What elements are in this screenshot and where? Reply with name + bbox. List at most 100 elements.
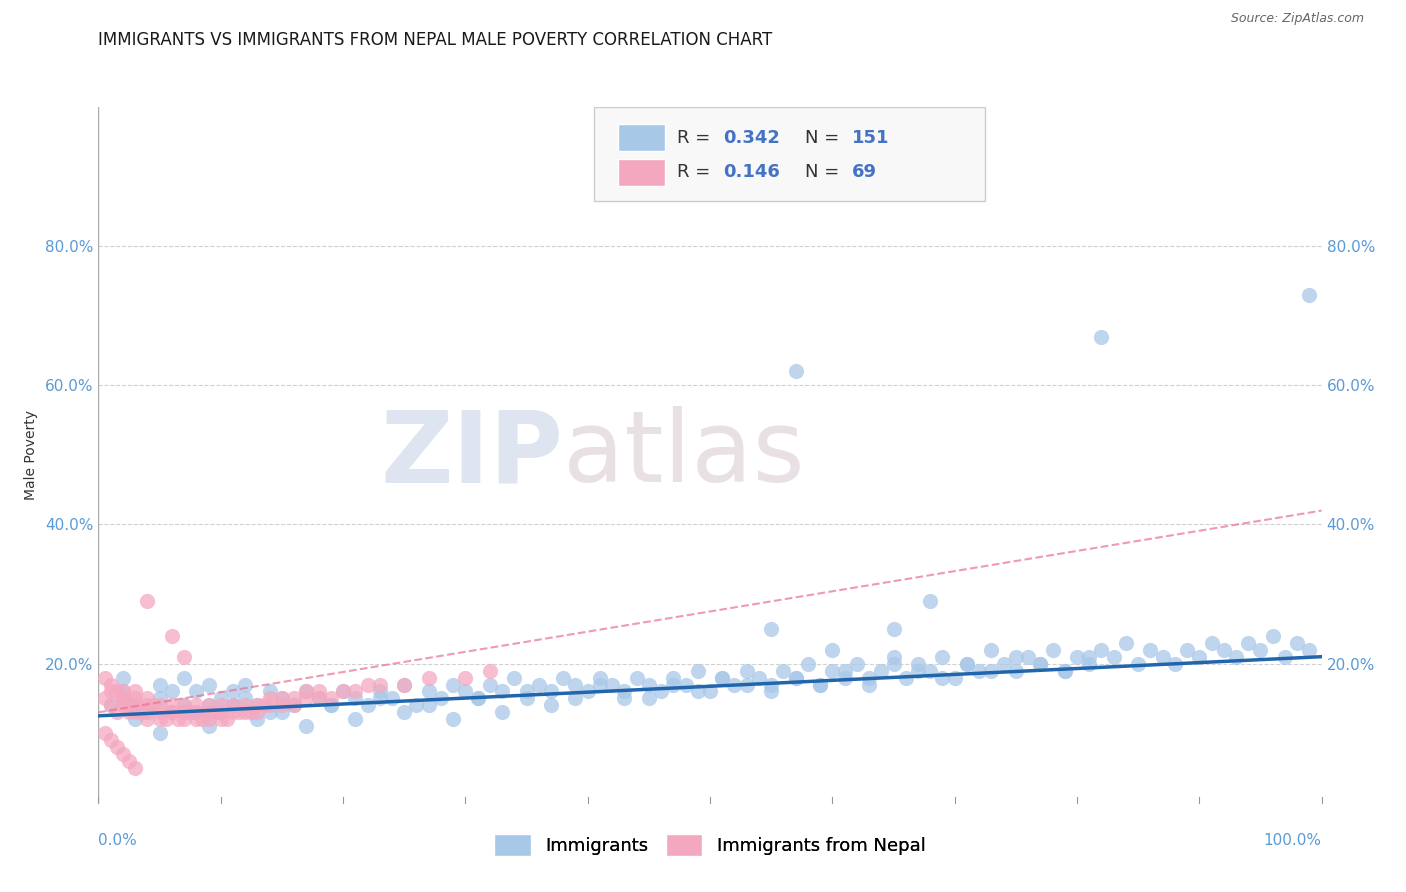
Point <box>711 671 734 685</box>
Point <box>295 691 318 706</box>
Point <box>222 698 245 713</box>
Point <box>907 664 929 678</box>
Text: IMMIGRANTS VS IMMIGRANTS FROM NEPAL MALE POVERTY CORRELATION CHART: IMMIGRANTS VS IMMIGRANTS FROM NEPAL MALE… <box>98 31 773 49</box>
Point <box>1053 664 1076 678</box>
Point <box>160 706 183 720</box>
Point <box>467 691 489 706</box>
Point <box>772 664 794 678</box>
Point <box>956 657 979 671</box>
Point <box>186 698 208 713</box>
Point <box>197 698 219 713</box>
Point <box>564 691 586 706</box>
Point <box>626 671 648 685</box>
Point <box>136 706 159 720</box>
Point <box>308 691 330 706</box>
Point <box>233 691 256 706</box>
Text: 151: 151 <box>852 128 890 146</box>
Point <box>319 698 342 713</box>
Point <box>111 747 134 761</box>
Point <box>943 671 966 685</box>
Point <box>392 677 416 691</box>
Point <box>392 706 416 720</box>
Point <box>441 677 464 691</box>
Point <box>209 712 232 726</box>
Point <box>136 691 159 706</box>
Point <box>785 364 807 378</box>
Point <box>883 622 905 636</box>
Point <box>1090 642 1112 657</box>
Point <box>124 698 146 713</box>
Point <box>149 691 172 706</box>
Point <box>1078 649 1101 664</box>
Point <box>111 691 134 706</box>
Point <box>1261 629 1284 643</box>
Point <box>209 706 232 720</box>
Point <box>118 754 141 768</box>
Point <box>368 677 391 691</box>
Point <box>197 677 219 691</box>
Point <box>105 684 128 698</box>
Point <box>233 698 256 713</box>
Point <box>332 684 354 698</box>
Point <box>191 712 214 726</box>
Point <box>600 677 623 691</box>
Point <box>124 691 146 706</box>
Point <box>761 684 783 698</box>
FancyBboxPatch shape <box>619 124 665 151</box>
Point <box>246 698 269 713</box>
Point <box>1053 664 1076 678</box>
Point <box>197 719 219 733</box>
Point <box>344 684 367 698</box>
Point <box>1139 642 1161 657</box>
Point <box>418 684 440 698</box>
Point <box>686 684 709 698</box>
Point <box>821 664 844 678</box>
Point <box>920 664 942 678</box>
Point <box>124 684 146 698</box>
Point <box>173 698 195 713</box>
Point <box>233 677 256 691</box>
Point <box>155 712 177 726</box>
Point <box>967 664 990 678</box>
Point <box>454 671 477 685</box>
Point <box>149 698 172 713</box>
Point <box>100 698 122 713</box>
Point <box>118 706 141 720</box>
Point <box>160 684 183 698</box>
Point <box>613 684 636 698</box>
Point <box>100 677 122 691</box>
Text: R =: R = <box>678 128 716 146</box>
Point <box>149 712 172 726</box>
Point <box>761 677 783 691</box>
Point <box>1090 329 1112 343</box>
Text: atlas: atlas <box>564 407 804 503</box>
Point <box>540 698 562 713</box>
Point <box>392 677 416 691</box>
Point <box>100 698 122 713</box>
Point <box>920 594 942 608</box>
Point <box>308 691 330 706</box>
Point <box>870 664 893 678</box>
Point <box>160 698 183 713</box>
Point <box>111 684 134 698</box>
Text: 0.342: 0.342 <box>724 128 780 146</box>
Point <box>149 706 172 720</box>
Point <box>197 706 219 720</box>
Point <box>478 664 501 678</box>
Point <box>228 706 250 720</box>
Point <box>845 657 868 671</box>
Text: R =: R = <box>678 163 716 181</box>
Point <box>124 706 146 720</box>
Point <box>1286 636 1309 650</box>
Point <box>650 684 672 698</box>
Point <box>209 706 232 720</box>
Point <box>160 706 183 720</box>
Point <box>1042 642 1064 657</box>
Point <box>246 712 269 726</box>
Point <box>129 706 152 720</box>
Point <box>540 684 562 698</box>
Point <box>270 706 294 720</box>
Point <box>441 712 464 726</box>
Text: N =: N = <box>806 128 845 146</box>
Point <box>246 706 269 720</box>
